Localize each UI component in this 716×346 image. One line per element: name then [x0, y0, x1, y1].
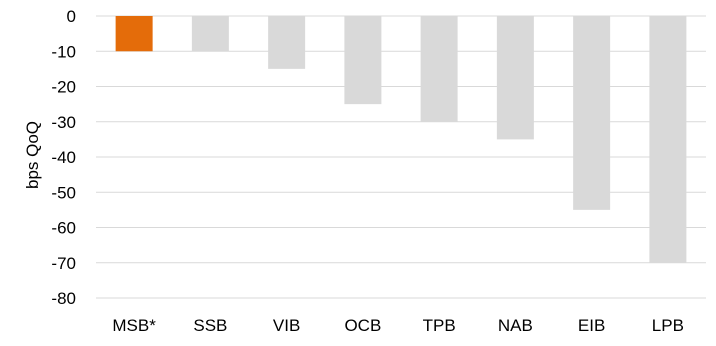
x-tick-label: NAB	[498, 316, 533, 335]
bar-vib	[268, 16, 306, 69]
y-tick-label: -60	[51, 219, 76, 238]
x-axis-ticks: MSB* SSB VIB OCB TPB NAB EIB LPB	[112, 316, 684, 335]
y-tick-label: -70	[51, 254, 76, 273]
y-tick-label: -30	[51, 113, 76, 132]
y-tick-label: -50	[51, 183, 76, 202]
y-tick-label: 0	[67, 7, 76, 26]
x-tick-label: TPB	[423, 316, 456, 335]
x-tick-label: OCB	[344, 316, 381, 335]
y-tick-label: -40	[51, 148, 76, 167]
bar-ssb	[191, 16, 229, 52]
x-tick-label: LPB	[652, 316, 684, 335]
y-tick-label: -80	[51, 289, 76, 308]
bar-msb	[115, 16, 153, 52]
x-tick-label: EIB	[578, 316, 605, 335]
y-axis-label: bps QoQ	[23, 121, 42, 189]
x-tick-label: SSB	[193, 316, 227, 335]
x-tick-label: VIB	[273, 316, 300, 335]
y-tick-label: -10	[51, 42, 76, 61]
gridlines	[96, 15, 706, 299]
bar-tpb	[420, 16, 458, 122]
y-axis-ticks: 0 -10 -20 -30 -40 -50 -60 -70 -80	[51, 7, 76, 308]
y-tick-label: -20	[51, 78, 76, 97]
bar-nab	[496, 16, 534, 140]
bar-eib	[573, 16, 611, 210]
bar-ocb	[344, 16, 382, 105]
bars	[115, 16, 687, 263]
bar-lpb	[649, 16, 687, 263]
x-tick-label: MSB*	[112, 316, 156, 335]
